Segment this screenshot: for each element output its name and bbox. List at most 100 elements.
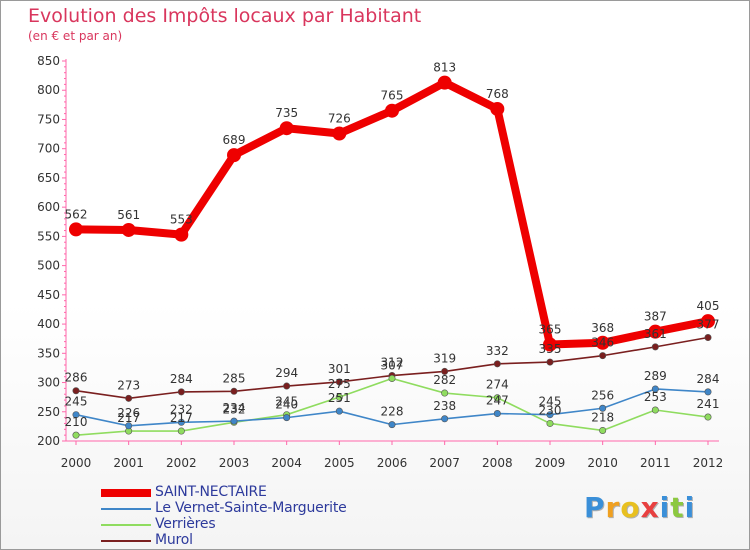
data-point bbox=[546, 411, 554, 419]
data-point bbox=[701, 314, 715, 329]
data-point bbox=[335, 378, 343, 386]
data-point bbox=[546, 358, 554, 366]
y-tick-label: 750 bbox=[37, 112, 60, 126]
data-label: 245 bbox=[275, 395, 298, 409]
data-point bbox=[227, 148, 241, 163]
data-label: 405 bbox=[697, 299, 720, 313]
legend-label: SAINT-NECTAIRE bbox=[155, 484, 267, 500]
data-label: 234 bbox=[223, 401, 246, 415]
data-point bbox=[230, 387, 238, 395]
data-label: 365 bbox=[539, 323, 562, 337]
data-label: 247 bbox=[486, 394, 509, 408]
data-point bbox=[599, 352, 607, 360]
data-label: 275 bbox=[328, 377, 351, 391]
y-tick-label: 800 bbox=[37, 83, 60, 97]
data-point bbox=[648, 324, 663, 339]
data-label: 319 bbox=[433, 351, 456, 365]
data-point bbox=[174, 227, 189, 242]
data-label: 813 bbox=[433, 61, 456, 75]
data-label: 765 bbox=[381, 89, 404, 103]
data-label: 210 bbox=[65, 415, 88, 429]
data-label: 238 bbox=[433, 399, 456, 413]
data-label: 240 bbox=[275, 398, 298, 412]
y-tick-label: 500 bbox=[37, 259, 60, 273]
data-label: 217 bbox=[170, 411, 193, 425]
data-point bbox=[599, 426, 607, 434]
data-point bbox=[72, 431, 80, 439]
legend-label: Le Vernet-Sainte-Marguerite bbox=[155, 500, 347, 516]
data-point bbox=[493, 394, 501, 402]
data-point bbox=[279, 121, 294, 136]
data-point bbox=[441, 415, 449, 423]
data-label: 251 bbox=[328, 391, 351, 405]
data-label: 332 bbox=[486, 344, 509, 358]
data-point bbox=[651, 406, 659, 414]
data-point bbox=[69, 222, 83, 237]
data-point bbox=[704, 334, 712, 342]
data-point bbox=[283, 414, 291, 422]
logo-letter: r bbox=[605, 491, 621, 524]
data-point bbox=[543, 337, 557, 352]
data-label: 241 bbox=[697, 397, 720, 411]
data-label: 284 bbox=[170, 372, 193, 386]
data-label: 230 bbox=[539, 403, 562, 417]
data-point bbox=[599, 404, 607, 412]
logo-letter: o bbox=[620, 491, 641, 524]
data-point bbox=[230, 417, 238, 425]
legend-swatch bbox=[101, 508, 151, 510]
data-point bbox=[651, 385, 659, 393]
x-tick-label: 2012 bbox=[693, 456, 724, 470]
legend-swatch bbox=[101, 524, 151, 526]
data-label: 218 bbox=[591, 410, 614, 424]
data-point bbox=[125, 394, 133, 402]
x-tick-label: 2006 bbox=[377, 456, 408, 470]
y-tick-label: 450 bbox=[37, 288, 60, 302]
x-tick-label: 2010 bbox=[587, 456, 618, 470]
data-point bbox=[704, 413, 712, 421]
data-point bbox=[493, 360, 501, 368]
data-point bbox=[441, 367, 449, 375]
x-tick-label: 2004 bbox=[271, 456, 302, 470]
data-point bbox=[704, 388, 712, 396]
data-point bbox=[437, 75, 452, 90]
data-label: 228 bbox=[381, 405, 404, 419]
data-label: 289 bbox=[644, 369, 667, 383]
logo-letter: t bbox=[670, 491, 685, 524]
data-point bbox=[125, 422, 133, 430]
data-label: 301 bbox=[328, 362, 351, 376]
proxiti-logo: Proxiti bbox=[584, 491, 695, 524]
data-point bbox=[177, 388, 185, 396]
chart-subtitle: (en € et par an) bbox=[28, 29, 123, 43]
data-label: 256 bbox=[591, 388, 614, 402]
data-label: 282 bbox=[433, 373, 456, 387]
data-label: 735 bbox=[275, 106, 298, 120]
y-tick-label: 200 bbox=[37, 434, 60, 448]
data-label: 335 bbox=[539, 342, 562, 356]
data-point bbox=[490, 101, 505, 116]
data-label: 377 bbox=[697, 318, 720, 332]
data-label: 286 bbox=[65, 371, 88, 385]
data-point bbox=[385, 103, 399, 118]
data-point bbox=[335, 407, 343, 415]
data-label: 245 bbox=[65, 395, 88, 409]
data-label: 562 bbox=[65, 207, 88, 221]
y-tick-label: 650 bbox=[37, 171, 60, 185]
x-tick-label: 2002 bbox=[166, 456, 197, 470]
logo-letter: i bbox=[684, 491, 696, 524]
data-label: 387 bbox=[644, 310, 667, 324]
data-label: 312 bbox=[381, 356, 404, 370]
data-label: 232 bbox=[223, 402, 246, 416]
x-tick-label: 2003 bbox=[219, 456, 250, 470]
data-label: 284 bbox=[697, 372, 720, 386]
y-tick-label: 400 bbox=[37, 317, 60, 331]
x-tick-label: 2001 bbox=[113, 456, 144, 470]
data-label: 553 bbox=[170, 213, 193, 227]
data-point bbox=[332, 126, 347, 141]
data-point bbox=[493, 410, 501, 418]
x-tick-label: 2000 bbox=[61, 456, 92, 470]
y-tick-label: 600 bbox=[37, 200, 60, 214]
x-tick-label: 2005 bbox=[324, 456, 355, 470]
x-tick-label: 2009 bbox=[535, 456, 566, 470]
data-point bbox=[441, 389, 449, 397]
